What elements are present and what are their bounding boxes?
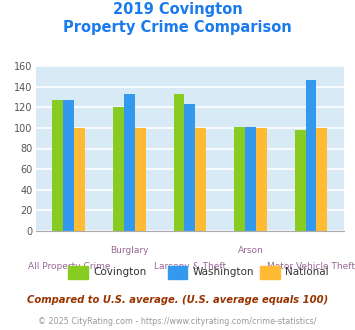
Text: National: National xyxy=(285,267,328,277)
Bar xyxy=(124,94,135,231)
Text: 2019 Covington: 2019 Covington xyxy=(113,2,242,16)
Text: Burglary: Burglary xyxy=(110,246,149,255)
Bar xyxy=(135,128,146,231)
Text: All Property Crime: All Property Crime xyxy=(28,262,110,271)
Bar xyxy=(234,127,245,231)
Bar xyxy=(185,104,195,231)
Bar xyxy=(317,128,327,231)
Bar xyxy=(295,130,306,231)
Bar xyxy=(63,100,74,231)
Text: Covington: Covington xyxy=(93,267,147,277)
Bar xyxy=(53,100,63,231)
Bar xyxy=(113,107,124,231)
Text: Compared to U.S. average. (U.S. average equals 100): Compared to U.S. average. (U.S. average … xyxy=(27,295,328,305)
Text: Arson: Arson xyxy=(237,246,263,255)
Bar xyxy=(74,128,85,231)
Text: Larceny & Theft: Larceny & Theft xyxy=(154,262,226,271)
Text: © 2025 CityRating.com - https://www.cityrating.com/crime-statistics/: © 2025 CityRating.com - https://www.city… xyxy=(38,317,317,326)
Bar xyxy=(306,81,317,231)
Bar xyxy=(245,127,256,231)
Text: Motor Vehicle Theft: Motor Vehicle Theft xyxy=(267,262,355,271)
Bar xyxy=(174,94,185,231)
Bar xyxy=(195,128,206,231)
Text: Property Crime Comparison: Property Crime Comparison xyxy=(63,20,292,35)
Text: Washington: Washington xyxy=(193,267,254,277)
Bar xyxy=(256,128,267,231)
